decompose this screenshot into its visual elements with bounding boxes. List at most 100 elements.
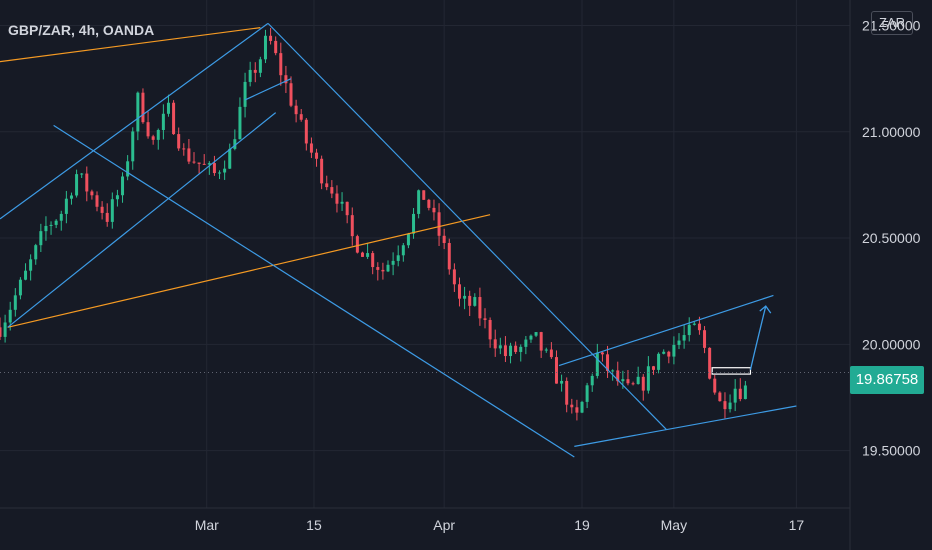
candle-up (662, 351, 666, 354)
candle-down (325, 183, 329, 188)
candle-up (529, 335, 533, 340)
candle-up (223, 168, 227, 173)
candle-down (146, 122, 150, 137)
candle-up (69, 195, 73, 199)
candle-up (621, 379, 625, 382)
candle-up (243, 81, 247, 107)
candle-down (483, 318, 487, 320)
candle-up (34, 245, 38, 260)
candle-down (703, 330, 707, 348)
candle-down (718, 392, 722, 402)
candle-down (284, 75, 288, 84)
price-tick-label: 20.00000 (862, 336, 921, 352)
candle-up (682, 335, 686, 341)
resistance-box (711, 367, 752, 375)
candle-down (606, 354, 610, 371)
symbol-title[interactable]: GBP/ZAR, 4h, OANDA (8, 22, 155, 38)
candle-down (713, 378, 717, 393)
price-tick-label: 20.50000 (862, 230, 921, 246)
candle-up (672, 344, 676, 357)
candle-down (422, 190, 426, 200)
candle-down (452, 269, 456, 285)
price-axis[interactable]: 21.50000 21.00000 20.50000 20.00000 19.50000 (862, 18, 921, 459)
orange-trend-lower (7, 214, 491, 328)
candle-up (136, 92, 140, 132)
candle-up (692, 323, 696, 325)
candle-down (570, 404, 574, 408)
candle-down (381, 269, 385, 272)
time-tick-label: 19 (574, 517, 590, 533)
candle-up (463, 295, 467, 299)
rising-wedge-lower (574, 405, 797, 447)
falling-channel-lower (53, 124, 575, 458)
candle-down (151, 136, 155, 140)
candle-up (611, 370, 615, 372)
candle-up (728, 402, 732, 410)
candle-down (626, 379, 630, 384)
projection-arrow-head (759, 305, 772, 314)
candle-down (350, 215, 354, 237)
candle-down (100, 206, 104, 213)
candle-up (560, 380, 564, 384)
rising-channel-lower (7, 112, 277, 328)
candle-up (131, 131, 135, 162)
candle-up (677, 340, 681, 345)
candle-down (182, 148, 186, 150)
candle-down (697, 323, 701, 331)
candle-down (708, 347, 712, 379)
currency-badge[interactable]: ZAR (871, 11, 913, 35)
candle-down (539, 332, 543, 351)
candle-up (509, 345, 513, 357)
candle-up (54, 220, 58, 225)
candle-down (667, 351, 671, 357)
candle-up (519, 346, 523, 352)
candle-up (636, 376, 640, 385)
price-tick-label: 19.50000 (862, 443, 921, 459)
candle-up (258, 59, 262, 73)
candle-down (442, 235, 446, 244)
rising-channel-upper (0, 22, 269, 220)
candle-down (294, 105, 298, 115)
candle-up (585, 385, 589, 402)
candle-down (141, 92, 145, 123)
candle-up (233, 139, 237, 149)
time-tick-label: Mar (195, 517, 219, 533)
candle-down (192, 161, 196, 163)
candle-up (396, 255, 400, 261)
trend-drawings[interactable] (0, 22, 797, 458)
time-tick-label: Apr (433, 517, 455, 533)
candle-up (743, 385, 747, 400)
candle-down (172, 102, 176, 135)
flag-line (244, 78, 292, 101)
time-axis[interactable]: Mar 15 Apr 19 May 17 (195, 517, 805, 533)
candle-up (580, 401, 584, 413)
candle-up (80, 173, 84, 175)
candle-down (723, 401, 727, 410)
candle-up (412, 213, 416, 234)
candle-down (269, 35, 273, 41)
candle-down (330, 187, 334, 194)
candle-up (3, 322, 7, 337)
candle-up (590, 375, 594, 386)
candle-down (355, 236, 359, 253)
candle-up (386, 264, 390, 272)
candle-up (49, 224, 53, 226)
candle-down (616, 370, 620, 382)
candle-up (126, 161, 130, 177)
candle-down (202, 163, 206, 165)
candle-up (13, 295, 17, 310)
candle-down (320, 158, 324, 184)
price-tick-label: 21.50000 (862, 18, 921, 34)
candle-up (657, 353, 661, 370)
candle-up (524, 339, 528, 347)
time-tick-label: 15 (306, 517, 322, 533)
candle-down (457, 284, 461, 299)
candle-up (248, 69, 252, 82)
candle-down (304, 119, 308, 144)
price-tick-label: 21.00000 (862, 124, 921, 140)
candle-up (121, 176, 125, 196)
candle-down (289, 83, 293, 106)
candle-down (575, 407, 579, 413)
candle-down (554, 357, 558, 384)
